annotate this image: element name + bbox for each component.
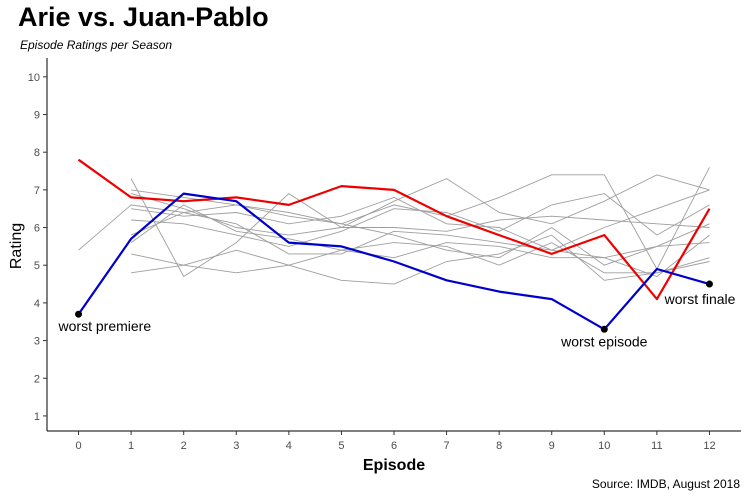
- x-tick-label-3: 3: [233, 440, 239, 452]
- y-tick-label-9: 10: [28, 72, 40, 84]
- annotation-label-1: worst episode: [560, 333, 648, 349]
- background-season-line-0: [130, 174, 710, 278]
- y-tick-label-4: 5: [34, 260, 40, 272]
- x-tick-label-10: 10: [598, 440, 610, 452]
- y-tick-label-6: 7: [34, 185, 40, 197]
- x-tick-label-2: 2: [181, 440, 187, 452]
- y-axis-label: Rating: [8, 223, 25, 269]
- x-tick-label-0: 0: [75, 440, 81, 452]
- y-tick-label-1: 2: [34, 373, 40, 385]
- annotation-label-0: worst premiere: [58, 318, 152, 334]
- x-tick-label-1: 1: [128, 440, 134, 452]
- background-season-line-6: [131, 234, 710, 285]
- x-tick-label-8: 8: [496, 440, 502, 452]
- chart-subtitle: Episode Ratings per Season: [20, 38, 173, 52]
- background-season-line-4: [131, 193, 710, 247]
- annotation-point-2: [705, 280, 713, 288]
- y-tick-label-7: 8: [34, 147, 40, 159]
- y-tick-label-2: 3: [34, 336, 40, 348]
- x-tick-label-7: 7: [444, 440, 450, 452]
- y-tick-label-5: 6: [34, 223, 40, 235]
- x-tick-label-5: 5: [338, 440, 344, 452]
- annotation-points-group: [75, 280, 713, 333]
- background-season-line-2: [130, 193, 710, 236]
- y-tick-label-0: 1: [34, 411, 40, 423]
- background-seasons-group: [78, 167, 710, 285]
- y-tick-label-8: 9: [34, 110, 40, 122]
- x-tick-label-4: 4: [286, 440, 292, 452]
- background-season-line-5: [130, 204, 710, 266]
- x-tick-label-11: 11: [651, 440, 662, 452]
- x-tick-label-9: 9: [549, 440, 555, 452]
- background-season-line-8: [130, 204, 710, 278]
- source-caption: Source: IMDB, August 2018: [591, 477, 740, 491]
- annotation-labels-group: worst premiere worst episode worst finale: [58, 291, 736, 349]
- annotation-point-0: [75, 310, 83, 318]
- x-axis-label: Episode: [363, 457, 425, 474]
- annotation-label-2: worst finale: [664, 291, 736, 307]
- highlight-season-line-0: [77, 158, 711, 301]
- y-tick-label-3: 4: [34, 298, 40, 310]
- x-tick-label-12: 12: [703, 440, 715, 452]
- background-season-line-9: [78, 204, 710, 259]
- background-season-line-7: [131, 242, 710, 274]
- annotation-point-1: [600, 325, 608, 333]
- chart-title: Arie vs. Juan-Pablo: [18, 2, 269, 32]
- x-tick-label-6: 6: [391, 440, 397, 452]
- highlight-seasons-group: [77, 158, 711, 331]
